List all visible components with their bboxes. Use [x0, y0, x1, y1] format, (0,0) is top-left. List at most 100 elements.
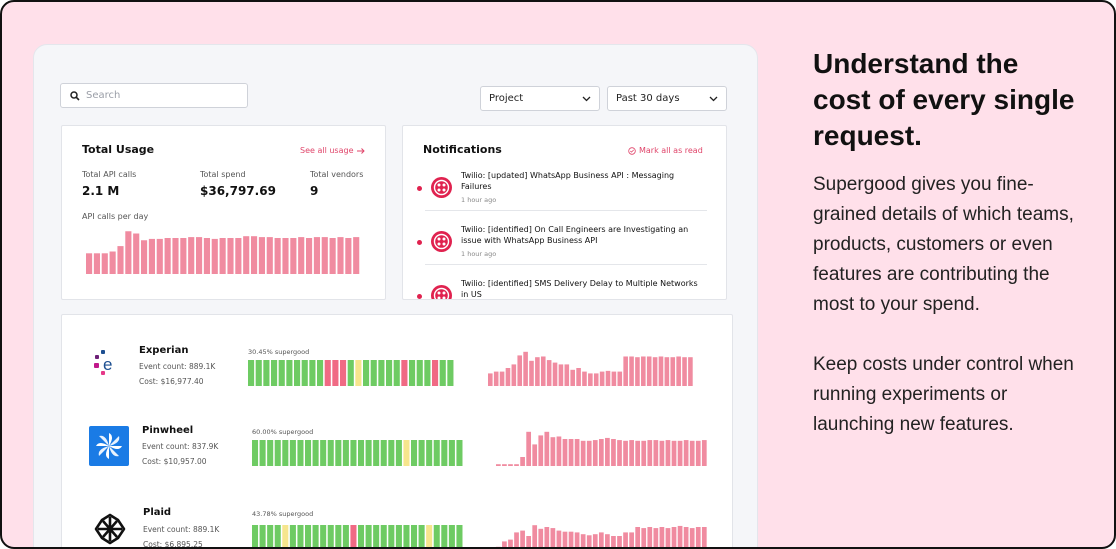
status-segment [350, 440, 357, 466]
status-segment [401, 360, 408, 386]
vendors-card: e Experian Event count: 889.1K Cost: $16… [61, 314, 733, 547]
status-segment [342, 440, 349, 466]
status-segment [403, 440, 410, 466]
trend-bar [586, 440, 592, 466]
trend-bar [611, 536, 616, 547]
trend-bar [683, 527, 689, 547]
search-input[interactable] [86, 90, 236, 101]
date-range-select[interactable]: Past 30 days [607, 86, 727, 111]
trend-bar [641, 440, 647, 466]
notifications-title: Notifications [423, 143, 502, 156]
notification-text: Twilio: [identified] On Call Engineers a… [461, 225, 689, 245]
status-segment [255, 360, 262, 386]
status-segment [388, 440, 395, 466]
daily-usage-bar [93, 253, 100, 274]
project-select[interactable]: Project [480, 86, 600, 111]
status-segment [271, 360, 278, 386]
status-segment [297, 525, 304, 547]
trend-bar [493, 371, 499, 386]
experian-logo-icon: e [94, 350, 112, 375]
vendor-row-pinwheel[interactable]: Pinwheel Event count: 837.9K Cost: $10,9… [62, 395, 732, 475]
notifications-card: Notifications Mark all as read Twilio: [… [402, 125, 727, 300]
status-segment [388, 525, 395, 547]
trend-bar [665, 528, 671, 547]
status-segment [395, 440, 402, 466]
trend-bar [562, 439, 568, 466]
trend-bar [623, 532, 628, 547]
vendor-event-count: Event count: 889.1K [139, 362, 216, 371]
trend-bar [556, 436, 562, 466]
dashboard-preview: Project Past 30 days Total Usage See all… [33, 44, 758, 547]
trend-bar [623, 440, 628, 466]
status-segment [456, 525, 463, 547]
trend-bar [599, 371, 605, 386]
status-segment [456, 440, 463, 466]
status-segment [259, 525, 266, 547]
twilio-logo-icon [431, 177, 452, 198]
status-segment [418, 525, 425, 547]
status-segment [327, 525, 334, 547]
headline: Understand the cost of every single requ… [813, 48, 1075, 151]
status-segment [418, 440, 425, 466]
trend-bar [535, 357, 540, 386]
unread-dot [417, 186, 422, 191]
trend-bar [529, 360, 534, 386]
unread-dot [417, 240, 422, 245]
vendor-row-plaid[interactable]: Plaid Event count: 889.1K Cost: $6,895.2… [62, 475, 732, 547]
trend-bar [641, 356, 646, 386]
trend-bar [676, 356, 681, 386]
api-calls-per-day-label: API calls per day [82, 212, 149, 221]
unread-dot [417, 294, 422, 299]
notification-item[interactable]: Twilio: [identified] On Call Engineers a… [417, 224, 707, 258]
daily-usage-bar [329, 238, 336, 274]
trend-bar [598, 532, 604, 547]
status-segment [274, 440, 281, 466]
project-select-label: Project [489, 93, 524, 104]
trend-bar [653, 528, 659, 547]
trend-bar [564, 364, 570, 386]
trend-bar [552, 362, 558, 386]
status-segment [380, 440, 387, 466]
total-spend-value: $36,797.69 [200, 184, 276, 198]
total-spend-label: Total spend [200, 170, 246, 179]
daily-usage-bar [164, 238, 171, 274]
search-icon [70, 90, 80, 101]
total-vendors-value: 9 [310, 184, 319, 198]
trend-bar [665, 440, 671, 466]
trend-bar [588, 373, 593, 386]
daily-usage-bar [203, 238, 210, 274]
notification-item[interactable]: Twilio: [updated] WhatsApp Business API … [417, 170, 707, 204]
status-segment [301, 360, 308, 386]
status-segment [363, 360, 370, 386]
trend-bar [586, 535, 592, 547]
trend-bar [538, 435, 544, 466]
status-segment [411, 525, 418, 547]
notification-time: 1 hour ago [461, 196, 497, 204]
mark-all-read-link[interactable]: Mark all as read [628, 146, 703, 155]
trend-bar [647, 527, 653, 547]
daily-usage-bar [290, 238, 297, 274]
see-all-usage-link[interactable]: See all usage [300, 146, 365, 155]
trend-bar [617, 371, 623, 386]
api-calls-value: 2.1 M [82, 184, 120, 198]
trend-bar [544, 527, 550, 547]
search-box[interactable] [60, 83, 248, 108]
daily-usage-bar [117, 246, 124, 274]
status-segment [263, 360, 270, 386]
trend-bar [635, 527, 641, 547]
status-segment [424, 360, 431, 386]
status-segment [327, 440, 334, 466]
status-segment [252, 525, 259, 547]
status-segment [309, 360, 316, 386]
notification-item[interactable]: Twilio: [identified] SMS Delivery Delay … [417, 278, 707, 299]
api-calls-label: Total API calls [82, 170, 137, 179]
trend-bar [652, 357, 658, 386]
divider [425, 264, 707, 265]
trend-bar [499, 371, 505, 386]
chevron-down-icon [709, 96, 718, 101]
trend-bar [677, 525, 683, 547]
status-segment [267, 525, 274, 547]
trend-bar [688, 357, 693, 386]
status-segment [441, 440, 448, 466]
vendor-row-experian[interactable]: e Experian Event count: 889.1K Cost: $16… [62, 315, 732, 395]
